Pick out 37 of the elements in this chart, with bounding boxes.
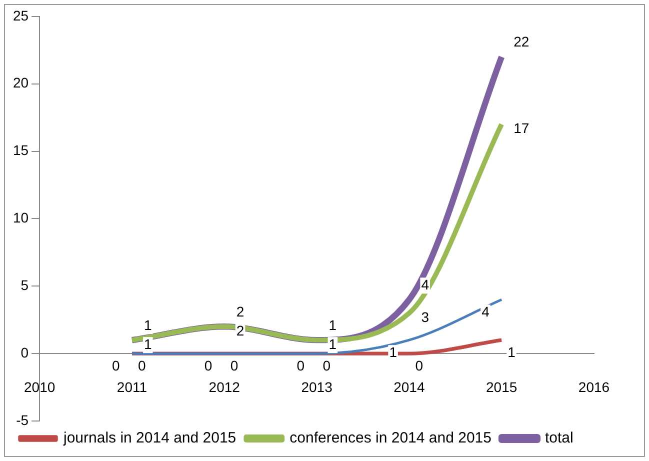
data-label: 1 <box>144 336 152 352</box>
y-tick-label: -5 <box>16 412 29 428</box>
y-tick-label: 0 <box>20 344 29 360</box>
legend-label: journals in 2014 and 2015 <box>62 430 236 447</box>
data-label: 4 <box>421 276 430 292</box>
x-tick-label: 2015 <box>486 378 518 395</box>
data-label: 2 <box>236 322 244 338</box>
y-tick-label: 25 <box>12 7 29 24</box>
x-tick-label: 2014 <box>394 378 425 395</box>
data-label: 4 <box>482 303 490 320</box>
data-label: 3 <box>421 308 430 325</box>
data-label: 1 <box>144 316 152 333</box>
y-tick-label: 15 <box>12 142 29 158</box>
x-tick-label: 2012 <box>208 378 240 395</box>
data-label: 22 <box>514 34 530 50</box>
data-label: 1 <box>389 344 398 360</box>
data-label: 1 <box>328 316 337 333</box>
x-tick-label: 2013 <box>301 378 333 395</box>
data-label: 2 <box>236 303 244 320</box>
y-tick-label: 20 <box>12 74 29 91</box>
y-tick-label: 5 <box>20 276 29 293</box>
legend-label: total <box>544 430 574 447</box>
data-label: 0 <box>138 357 146 374</box>
data-label: 0 <box>230 357 238 374</box>
data-label: 0 <box>204 357 212 374</box>
data-label: 0 <box>112 357 120 374</box>
x-tick-label: 2011 <box>116 378 148 395</box>
legend-label: conferences in 2014 and 2015 <box>290 430 492 447</box>
data-label: 1 <box>508 344 516 360</box>
x-tick-label: 2010 <box>24 378 56 395</box>
data-label: 17 <box>514 120 530 136</box>
data-label: 0 <box>415 357 424 374</box>
y-tick-label: 10 <box>12 210 29 226</box>
data-label: 0 <box>296 357 305 374</box>
x-tick-label: 2016 <box>578 378 610 395</box>
data-label: 1 <box>328 336 337 352</box>
data-label: 0 <box>322 357 331 374</box>
